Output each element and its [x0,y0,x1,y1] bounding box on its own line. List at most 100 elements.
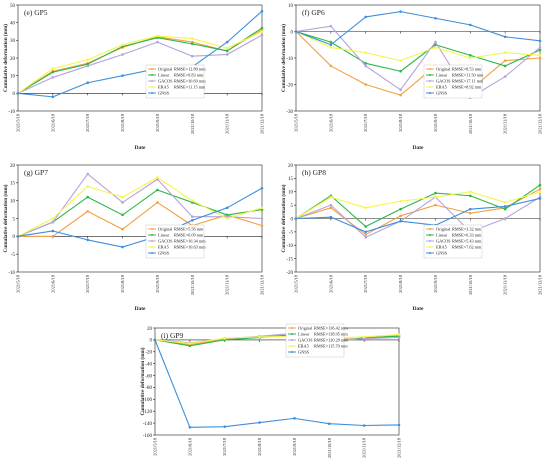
y-tick-label: -80 [145,386,152,391]
data-point-era5 [225,46,229,50]
data-point-era5 [51,67,55,70]
data-point-gacos [121,53,124,56]
x-tick-label: 2021/7/18 [85,274,90,293]
data-point-era5 [190,199,194,202]
data-point-era5 [260,206,264,210]
data-point-linear [399,207,402,211]
y-tick-label: -10 [8,271,15,276]
x-tick-label: 2021/7/18 [222,437,227,456]
data-point-original [468,211,472,215]
data-point-original [503,59,507,62]
legend-label: GACOS [298,338,313,343]
data-point-gnss [397,423,401,427]
legend-label: Original [158,227,173,232]
y-tick-label: 20 [10,57,16,62]
x-tick-label: 2021/5/18 [294,113,299,132]
chart-panel-1: -10 0 10 20 30 40 50 2021/5/18 2021/6/18 2021/7/1… [2,4,265,151]
data-point-linear [190,42,194,46]
y-tick-label: 5 [13,217,16,222]
series-line-era5 [17,31,263,94]
x-tick-label: 2021/9/18 [292,437,297,456]
x-tick-label: 2021/11/18 [503,274,508,295]
x-tick-label: 2021/6/18 [50,274,55,293]
y-tick-label: 50 [10,4,16,9]
x-axis-title: Date [135,306,146,312]
data-point-gacos [260,217,264,220]
data-point-gnss [327,422,331,426]
chart-panel-4: -20 -15 -10 -5 0 5 10 15 20 2021/5/18 2021/6/18 202… [280,164,543,312]
legend-swatch-marker [151,234,153,236]
series-line-linear [154,333,400,347]
data-point-linear [225,49,229,53]
data-point-linear [434,191,437,195]
series-line-original [295,31,541,96]
data-point-gacos [86,172,90,176]
data-point-gnss [364,15,368,19]
legend-swatch-marker [291,327,293,329]
data-point-era5 [156,176,159,179]
x-tick-label: 2021/6/18 [328,274,333,293]
data-point-original [364,83,368,86]
data-point-linear [468,54,472,57]
data-point-gnss [51,229,55,233]
legend-rmse: RMSE=5.43 mm [452,239,482,244]
data-point-gacos [51,76,55,79]
plot-frame [17,4,263,112]
y-tick-label: -5 [289,231,294,236]
y-axis-title: Cumulative deformation (mm) [280,24,287,92]
y-tick-label: -20 [286,271,293,276]
data-point-gnss [503,35,507,39]
legend-label: GACOS [436,239,451,244]
series-line-gacos [295,25,541,99]
y-axis-title: Cumulative deformation (mm) [139,347,146,415]
data-point-linear [121,213,124,217]
data-point-linear [503,64,507,68]
y-tick-label: -120 [143,410,153,415]
data-point-original [156,201,159,204]
legend-label: GACOS [158,79,173,84]
data-point-era5 [538,190,542,194]
data-point-linear [225,213,229,217]
data-point-linear [503,207,507,211]
data-point-linear [86,195,90,199]
legend-rmse: RMSE=12.89 mm [174,67,206,72]
legend-label: ERA5 [298,344,309,349]
y-tick-label: -30 [286,110,293,115]
data-point-gnss [51,95,55,99]
x-tick-label: 2021/10/18 [468,274,473,295]
y-tick-label: 0 [13,92,16,97]
data-point-linear [329,40,333,44]
data-point-original [538,56,542,60]
data-point-era5 [503,51,507,54]
y-tick-label: -20 [286,83,293,88]
data-point-linear [399,69,402,73]
legend-label: GNSS [158,91,170,96]
y-tick-label: -100 [143,398,153,403]
x-tick-label: 2021/7/18 [363,113,368,132]
data-point-original [399,93,402,97]
x-tick-label: 2021/12/18 [260,274,265,295]
data-point-era5 [538,54,542,57]
legend-label: Original [158,67,173,72]
y-tick-label: -160 [143,434,153,439]
legend-swatch-marker [429,246,431,248]
y-tick-label: 10 [288,4,294,9]
data-point-gacos [51,220,55,224]
data-point-gacos [503,217,507,220]
data-point-original [538,187,542,191]
data-point-era5 [225,217,229,220]
x-tick-label: 2021/10/18 [190,274,195,295]
data-point-era5 [156,34,159,38]
legend-swatch-marker [429,240,431,242]
series-line-linear [17,189,263,237]
x-axis-title: Date [413,306,424,312]
data-point-gnss [153,338,157,342]
y-tick-label: -40 [145,362,152,367]
x-tick-label: 2021/11/18 [225,274,230,295]
x-tick-label: 2021/12/18 [538,113,543,134]
data-point-original [86,210,90,213]
legend-rmse: RMSE=115.70 mm [314,344,348,349]
legend-swatch-marker [151,240,153,242]
